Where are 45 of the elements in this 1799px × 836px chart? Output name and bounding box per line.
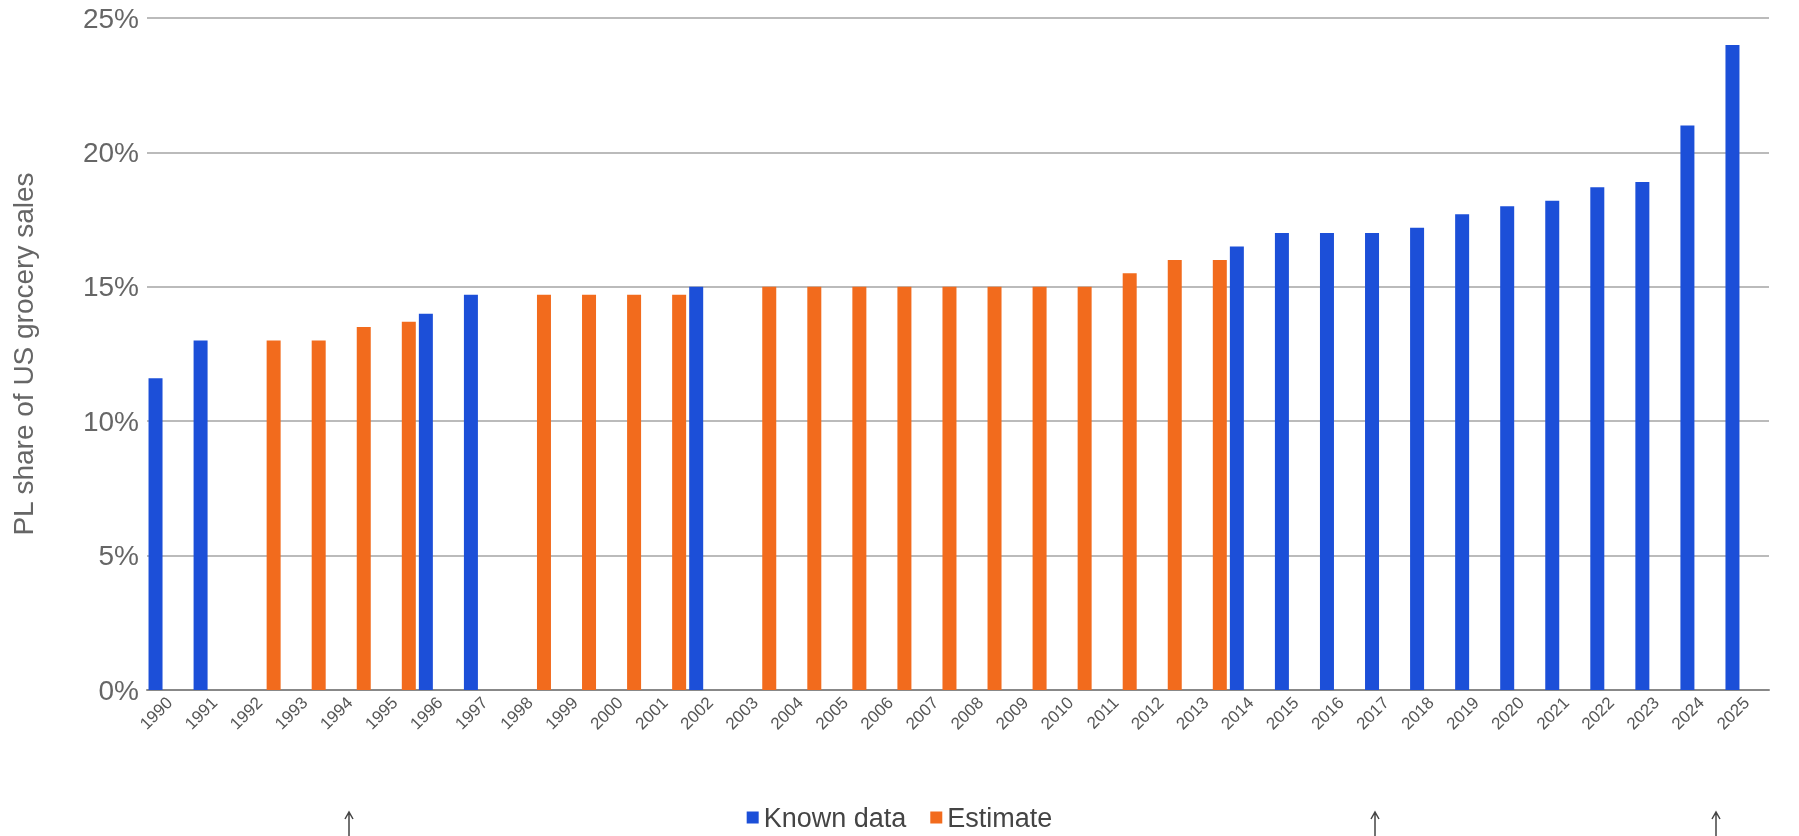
y-tick-label: 25% [82, 2, 139, 34]
bar [193, 340, 208, 690]
bar [1212, 259, 1227, 690]
bar [536, 294, 551, 690]
bar [1410, 227, 1425, 690]
bar [762, 286, 777, 690]
bar [1032, 286, 1047, 690]
bar [689, 286, 704, 690]
y-axis-title: PL share of US grocery sales [7, 172, 39, 536]
bar [987, 286, 1002, 690]
bar [1229, 246, 1244, 690]
bar [627, 294, 642, 690]
bar [807, 286, 822, 690]
bar [1365, 233, 1380, 690]
bar [1319, 233, 1334, 690]
bar [1122, 273, 1137, 690]
bar [1725, 44, 1740, 690]
bar [463, 294, 478, 690]
bar [418, 313, 433, 690]
bar [942, 286, 957, 690]
bar [311, 340, 326, 690]
legend-label: Known data [763, 802, 908, 833]
y-tick-label: 5% [98, 540, 139, 572]
bar [266, 340, 281, 690]
bar [1590, 187, 1605, 690]
y-tick-label: 15% [82, 271, 139, 303]
bar [1680, 125, 1695, 690]
bar [1635, 181, 1650, 690]
bar [401, 321, 416, 690]
bar [1545, 200, 1560, 690]
legend-label: Estimate [947, 802, 1053, 833]
bar [1274, 233, 1289, 690]
bar [672, 294, 687, 690]
bar [356, 327, 371, 690]
bar [1077, 286, 1092, 690]
y-tick-label: 10% [82, 405, 139, 437]
bar [582, 294, 597, 690]
y-tick-label: 0% [98, 674, 139, 706]
bar [897, 286, 912, 690]
bar [1500, 206, 1515, 690]
bar [852, 286, 867, 690]
bar [1167, 259, 1182, 690]
bar [148, 378, 163, 690]
y-tick-label: 20% [82, 136, 139, 168]
bar [1455, 214, 1470, 690]
